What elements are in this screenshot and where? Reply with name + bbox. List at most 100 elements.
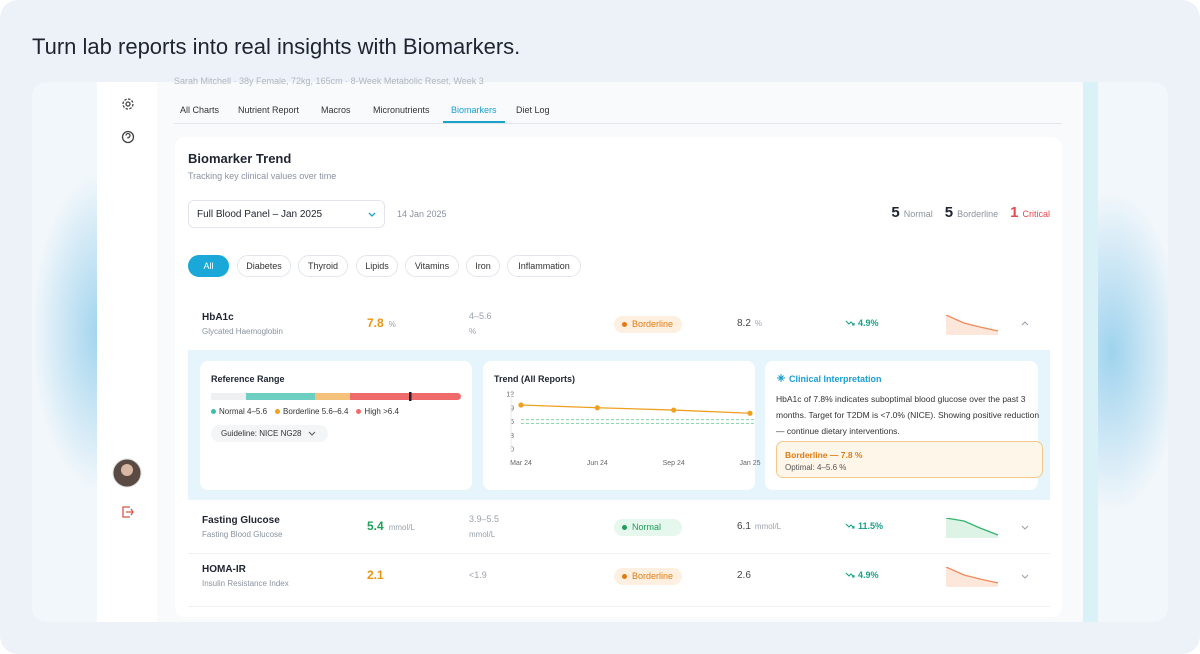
previous-cell: 8.2% xyxy=(737,318,762,329)
sidebar xyxy=(97,82,157,622)
previous-cell: 2.6 xyxy=(737,570,751,581)
biomarker-subtitle: Fasting Blood Glucose xyxy=(202,530,283,539)
legend-item: Normal 4–5.6 xyxy=(211,407,267,416)
help-icon[interactable] xyxy=(121,130,135,144)
sparkle-icon xyxy=(777,374,785,382)
expand-chevron[interactable] xyxy=(1020,571,1030,581)
tab[interactable]: Diet Log xyxy=(516,105,550,115)
row-divider xyxy=(188,606,1050,607)
active-tab-underline xyxy=(443,121,505,123)
sparkline xyxy=(946,518,999,538)
trend-title: Trend (All Reports) xyxy=(494,374,576,384)
status-badge: Normal xyxy=(614,519,682,536)
guideline: Guideline: NICE NG28 xyxy=(221,429,302,438)
change-cell: 11.5% xyxy=(845,521,883,531)
status-badge: Borderline xyxy=(614,568,682,585)
reference-title: Reference Range xyxy=(211,374,285,384)
tab[interactable]: Nutrient Report xyxy=(238,105,300,115)
change: 4.9% xyxy=(858,318,879,328)
right-strip xyxy=(1083,82,1098,622)
change-cell: 4.9% xyxy=(845,570,879,580)
unit: mmol/L xyxy=(388,523,415,532)
avatar[interactable] xyxy=(112,458,142,488)
previous: 8.2 xyxy=(737,318,751,329)
filter-pill[interactable]: Diabetes xyxy=(237,255,291,277)
previous-unit: mmol/L xyxy=(754,522,782,531)
legend-dot xyxy=(275,409,281,414)
chevron xyxy=(308,431,316,436)
down-arrow xyxy=(845,572,855,578)
summary-label: Borderline xyxy=(957,209,999,219)
status-badge: Borderline xyxy=(614,316,682,333)
down-arrow xyxy=(845,523,855,529)
summary: 5 Normal 5 Borderline 1 Critical xyxy=(891,204,1050,221)
range: 4–5.6 xyxy=(469,311,492,321)
range-unit: % xyxy=(469,327,477,336)
filter-pill[interactable]: Iron xyxy=(466,255,500,277)
optimal: Optimal: 4–5.6 % xyxy=(785,463,847,472)
down-arrow xyxy=(845,320,855,326)
summary-label: Normal xyxy=(903,209,933,219)
biomarker-subtitle: Insulin Resistance Index xyxy=(202,579,289,588)
panel-date: 14 Jan 2025 xyxy=(397,209,447,219)
trend-card xyxy=(483,361,755,490)
filter-pill[interactable]: Vitamins xyxy=(405,255,459,277)
legend-label: High >6.4 xyxy=(364,407,399,416)
logout-icon[interactable] xyxy=(122,506,134,518)
legend-label: Borderline 5.6–6.4 xyxy=(283,407,349,416)
value-cell: 5.4 mmol/L xyxy=(367,519,415,533)
change: 11.5% xyxy=(858,521,884,531)
previous: 6.1 xyxy=(737,521,751,532)
biomarker-subtitle: Glycated Haemoglobin xyxy=(202,327,283,336)
tab[interactable]: All Charts xyxy=(180,105,220,115)
summary-count: 5 xyxy=(891,204,900,221)
tab[interactable]: Biomarkers xyxy=(451,105,497,115)
chevron xyxy=(368,212,376,217)
sparkline xyxy=(946,567,999,587)
expand-chevron[interactable] xyxy=(1020,522,1030,532)
change: 4.9% xyxy=(858,570,879,580)
settings-icon[interactable] xyxy=(122,98,134,110)
panel-dropdown[interactable]: Full Blood Panel – Jan 2025 xyxy=(188,200,385,228)
filter-pill[interactable]: Inflammation xyxy=(507,255,581,277)
legend-dot xyxy=(211,409,216,414)
filter-pill[interactable]: All xyxy=(188,255,229,277)
expand-chevron[interactable] xyxy=(1020,319,1030,329)
tab[interactable]: Macros xyxy=(321,105,351,115)
biomarker-name: HbA1c xyxy=(202,312,234,323)
legend-label: Normal 4–5.6 xyxy=(219,407,268,416)
legend-dot xyxy=(356,409,362,414)
panel-select: Full Blood Panel – Jan 2025 xyxy=(197,209,323,220)
range-unit: mmol/L xyxy=(469,530,496,539)
status-box-title: Borderline — 7.8 % xyxy=(785,450,863,460)
card-subtitle: Tracking key clinical values over time xyxy=(188,171,337,181)
change-cell: 4.9% xyxy=(845,318,879,328)
range: <1.9 xyxy=(469,570,487,580)
value: 7.8 xyxy=(367,316,384,330)
range-legend: Normal 4–5.6 Borderline 5.6–6.4 High >6.4 xyxy=(211,407,399,416)
tab[interactable]: Micronutrients xyxy=(373,105,430,115)
biomarker-name: Fasting Glucose xyxy=(202,515,280,526)
biomarker-name: HOMA-IR xyxy=(202,564,246,575)
value-cell: 2.1 xyxy=(367,568,384,582)
summary-label: Critical xyxy=(1022,209,1050,219)
unit: % xyxy=(388,320,396,329)
legend-item: High >6.4 xyxy=(356,407,399,416)
value-cell: 7.8% xyxy=(367,316,396,330)
tab-divider xyxy=(174,123,1062,124)
summary-count: 1 xyxy=(1010,204,1019,221)
summary-count: 5 xyxy=(944,204,954,221)
patient-info: Sarah Mitchell · 38y Female, 72kg, 165cm… xyxy=(174,76,484,86)
guideline-pill[interactable]: Guideline: NICE NG28 xyxy=(211,425,328,442)
interpretation-text: HbA1c of 7.8% indicates suboptimal blood… xyxy=(776,394,1040,436)
interpretation-title: Clinical Interpretation xyxy=(789,374,882,384)
row-divider xyxy=(188,553,1050,554)
value: 2.1 xyxy=(367,568,384,582)
filter-pill[interactable]: Thyroid xyxy=(298,255,348,277)
previous-unit: % xyxy=(754,319,763,328)
previous-cell: 6.1 mmol/L xyxy=(737,521,781,532)
filter-pill[interactable]: Lipids xyxy=(356,255,398,277)
legend-item: Borderline 5.6–6.4 xyxy=(275,407,348,416)
